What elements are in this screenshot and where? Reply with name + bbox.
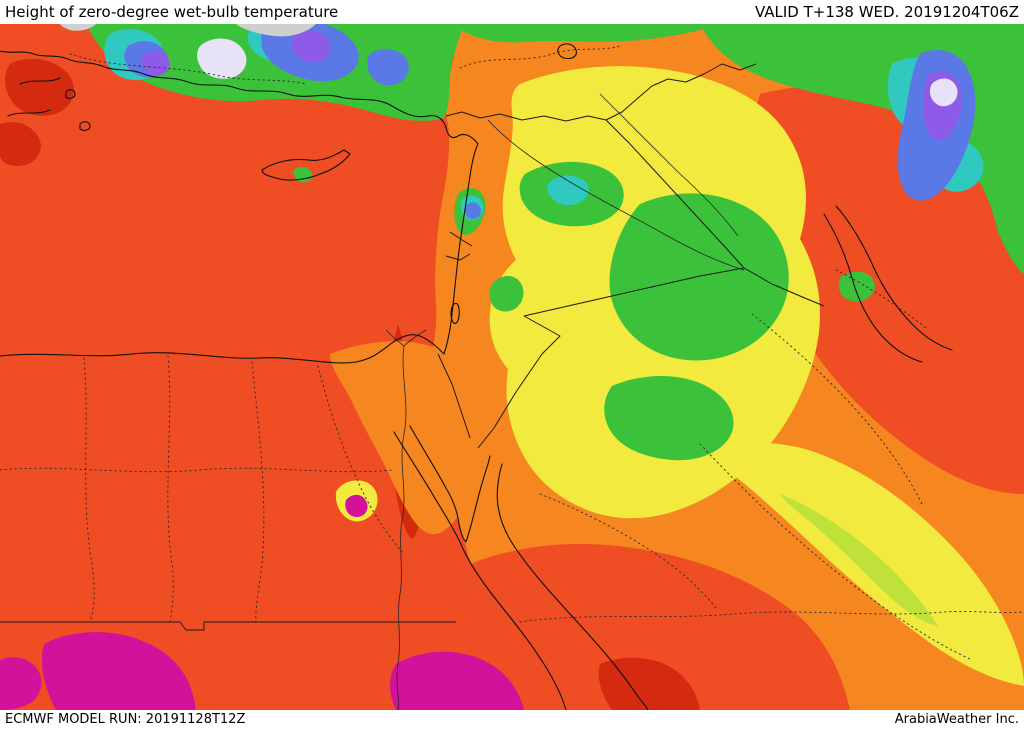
- coastlines: [0, 43, 953, 710]
- contour-map-canvas: [0, 24, 1024, 710]
- admin-boundaries-dotted: [0, 45, 1024, 661]
- river-lines: [385, 93, 745, 710]
- valid-time-label: VALID T+138 WED. 20191204T06Z: [754, 3, 1019, 21]
- map-footer: ECMWF MODEL RUN: 20191128T12Z ArabiaWeat…: [0, 710, 1024, 729]
- contour-fill-blue: [124, 24, 976, 220]
- attribution-label: ArabiaWeather Inc.: [894, 712, 1019, 727]
- contour-fill-gray: [60, 24, 316, 37]
- map-title: Height of zero-degree wet-bulb temperatu…: [5, 3, 339, 21]
- contour-fill-yellow-green: [780, 494, 938, 626]
- contour-fill-orange-sinai: [330, 341, 490, 535]
- map-header: Height of zero-degree wet-bulb temperatu…: [0, 0, 1024, 24]
- model-run-label: ECMWF MODEL RUN: 20191128T12Z: [5, 712, 246, 727]
- contour-fill-magenta: [0, 494, 524, 710]
- contour-fill-yellow: [335, 66, 1024, 686]
- political-borders: [0, 63, 825, 631]
